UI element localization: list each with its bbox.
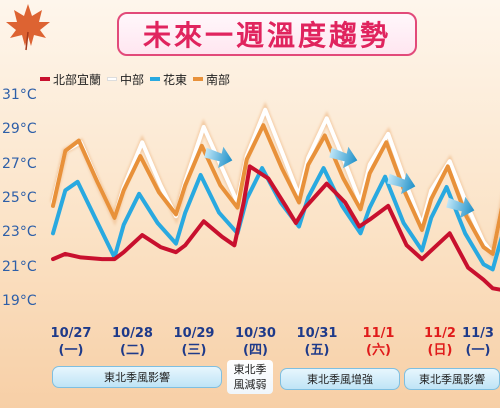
x-tick-weekday: (一): [465, 343, 491, 358]
x-tick-date: 10/30: [235, 326, 276, 341]
series-line-south: [51, 123, 500, 256]
trend-arrow-icon: [387, 172, 416, 195]
legend-swatch-central: [107, 77, 118, 81]
legend-label-east: 花東: [163, 72, 188, 87]
y-tick-label: 29°C: [2, 121, 37, 138]
x-tick-date: 10/27: [50, 326, 92, 341]
x-tick-date: 10/31: [296, 326, 338, 341]
annotation-ne-monsoon-weakening: 東北季 風減弱: [227, 360, 273, 394]
y-tick-label: 21°C: [2, 258, 37, 275]
trend-arrow-icon: [329, 146, 358, 169]
annotation-pill-3-text: 東北季風影響: [419, 373, 485, 386]
y-tick-label: 27°C: [2, 155, 37, 172]
x-tick-label: 10/27 (一): [41, 325, 101, 359]
trend-arrow-icon: [446, 196, 475, 219]
x-tick-weekday: (二): [120, 343, 145, 358]
legend-item-central: 中部: [107, 71, 144, 88]
x-tick-weekday: (六): [366, 343, 391, 358]
x-tick-label: 10/31 (五): [287, 325, 347, 359]
x-tick-label: 11/3 (一): [448, 325, 500, 359]
legend-label-south: 南部: [206, 72, 231, 87]
y-tick-label: 31°C: [2, 87, 37, 103]
x-tick-weekday: (四): [243, 343, 268, 358]
legend-item-north: 北部宜蘭: [40, 71, 101, 88]
x-tick-date: 11/2: [424, 326, 456, 341]
chart-title-box: 未來一週溫度趨勢: [117, 12, 417, 56]
x-tick-label: 10/29 (三): [164, 325, 224, 359]
legend-swatch-north: [40, 77, 50, 81]
annotation-note-line1: 東北季: [233, 363, 267, 376]
x-tick-label: 10/28 (二): [103, 325, 163, 359]
x-tick-date: 11/3: [462, 326, 494, 341]
legend: 北部宜蘭 中部 花東 南部: [40, 70, 236, 88]
x-tick-label: 11/1 (六): [349, 325, 409, 359]
x-tick-date: 11/1: [362, 326, 395, 341]
legend-item-south: 南部: [193, 71, 230, 88]
legend-label-north: 北部宜蘭: [53, 72, 102, 87]
annotation-pill-ne-monsoon-2: 東北季風增強: [280, 368, 400, 390]
series-line-north: [51, 164, 500, 292]
trend-arrow-icon: [204, 146, 233, 169]
y-tick-label: 19°C: [2, 293, 37, 309]
maple-leaf-icon: [4, 2, 52, 56]
annotation-pill-ne-monsoon-1: 東北季風影響: [52, 366, 222, 388]
annotation-note-line2: 風減弱: [233, 378, 267, 391]
y-tick-label: 25°C: [2, 190, 37, 206]
x-tick-label: 11/2 (日): [410, 325, 470, 359]
annotation-pill-ne-monsoon-3: 東北季風影響: [404, 368, 500, 390]
chart-title: 未來一週溫度趨勢: [142, 19, 391, 52]
x-tick-weekday: (三): [181, 343, 207, 358]
x-tick-weekday: (日): [427, 343, 453, 358]
x-tick-date: 10/29: [173, 326, 215, 341]
annotation-pill-1-text: 東北季風影響: [104, 371, 170, 384]
x-tick-weekday: (五): [304, 343, 330, 358]
y-tick-label: 23°C: [2, 224, 37, 241]
legend-swatch-east: [150, 77, 161, 81]
legend-item-east: 花東: [150, 71, 187, 88]
x-tick-label: 10/30 (四): [226, 325, 286, 359]
legend-swatch-south: [193, 77, 204, 81]
x-tick-weekday: (一): [58, 343, 84, 358]
x-tick-date: 10/28: [112, 326, 153, 341]
annotation-pill-2-text: 東北季風增強: [307, 373, 373, 386]
legend-label-central: 中部: [120, 72, 145, 87]
